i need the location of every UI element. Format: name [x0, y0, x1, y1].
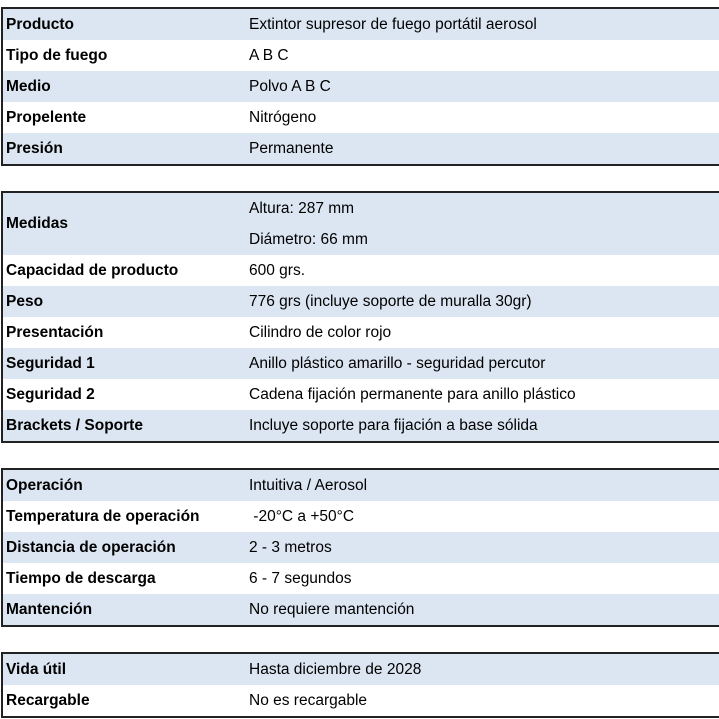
- row-label: Vida útil: [6, 660, 67, 678]
- row-label: Mantención: [6, 600, 93, 618]
- table-row: Mantención No requiere mantención: [3, 594, 719, 625]
- row-value: No requiere mantención: [249, 600, 415, 618]
- row-label: Presentación: [6, 323, 104, 341]
- row-value: Polvo A B C: [249, 77, 331, 95]
- table-row: Distancia de operación 2 - 3 metros: [3, 532, 719, 563]
- row-value: 6 - 7 segundos: [249, 569, 352, 587]
- row-label: Recargable: [6, 691, 90, 709]
- table-row: Presentación Cilindro de color rojo: [3, 317, 719, 348]
- table-row: Capacidad de producto 600 grs.: [3, 255, 719, 286]
- row-value: No es recargable: [249, 691, 368, 709]
- row-label: Capacidad de producto: [6, 261, 179, 279]
- row-value: 776 grs (incluye soporte de muralla 30gr…: [249, 292, 532, 310]
- row-value: Altura: 287 mm: [249, 199, 355, 217]
- row-label: Producto: [6, 15, 75, 33]
- table-general: Producto Extintor supresor de fuego portá…: [1, 7, 719, 166]
- row-value: Nitrógeno: [249, 108, 317, 126]
- row-label: Tipo de fuego: [6, 46, 108, 64]
- row-label: Operación: [6, 476, 83, 494]
- table-row: Brackets / Soporte Incluye soporte para f…: [3, 410, 719, 441]
- row-label: Seguridad 2: [6, 385, 95, 403]
- row-label: Peso: [6, 292, 44, 310]
- table-row: Recargable No es recargable: [3, 685, 719, 716]
- table-row: Producto Extintor supresor de fuego portá…: [3, 9, 719, 40]
- table-row: Tiempo de descarga 6 - 7 segundos: [3, 563, 719, 594]
- row-label: Tiempo de descarga: [6, 569, 156, 587]
- table-lifetime: Vida útil Hasta diciembre de 2028 Recargab…: [1, 652, 719, 718]
- table-row: Tipo de fuego A B C: [3, 40, 719, 71]
- row-value: Anillo plástico amarillo - seguridad per…: [249, 354, 546, 372]
- table-row: Medio Polvo A B C: [3, 71, 719, 102]
- row-value: 600 grs.: [249, 261, 306, 279]
- row-value: Permanente: [249, 139, 334, 157]
- row-value: Cadena fijación permanente para anillo p…: [249, 385, 576, 403]
- table-row: Propelente Nitrógeno: [3, 102, 719, 133]
- row-label: Medidas: [6, 215, 69, 232]
- table-row: Vida útil Hasta diciembre de 2028: [3, 654, 719, 685]
- table-row: Seguridad 1 Anillo plástico amarillo - se…: [3, 348, 719, 379]
- table-specs: Medidas Altura: 287 mm Diámetro: 66 mm C…: [1, 191, 719, 443]
- row-label: Seguridad 1: [6, 354, 95, 372]
- row-label: Presión: [6, 139, 63, 157]
- row-value: Extintor supresor de fuego portátil aero…: [249, 15, 537, 33]
- row-value: 2 - 3 metros: [249, 538, 332, 556]
- table-row: Operación Intuitiva / Aerosol: [3, 470, 719, 501]
- row-value: Intuitiva / Aerosol: [249, 476, 368, 494]
- row-value: Diámetro: 66 mm: [249, 230, 368, 248]
- row-label: Medio: [6, 77, 51, 95]
- table-row: Seguridad 2 Cadena fijación permanente pa…: [3, 379, 719, 410]
- row-value: A B C: [249, 46, 289, 64]
- row-value: Hasta diciembre de 2028: [249, 660, 422, 678]
- row-label: Distancia de operación: [6, 538, 176, 556]
- row-value: Incluye soporte para fijación a base sól…: [249, 416, 538, 434]
- row-value: -20°C a +50°C: [249, 507, 355, 525]
- table-operation: Operación Intuitiva / Aerosol Temperatura …: [1, 468, 719, 627]
- row-value: Cilindro de color rojo: [249, 323, 392, 341]
- table-row: Presión Permanente: [3, 133, 719, 164]
- table-row-medidas: Medidas Altura: 287 mm Diámetro: 66 mm: [3, 193, 719, 255]
- row-label: Propelente: [6, 108, 87, 126]
- row-label: Brackets / Soporte: [6, 416, 143, 434]
- table-row: Temperatura de operación -20°C a +50°C: [3, 501, 719, 532]
- table-row: Peso 776 grs (incluye soporte de muralla …: [3, 286, 719, 317]
- row-label: Temperatura de operación: [6, 507, 200, 525]
